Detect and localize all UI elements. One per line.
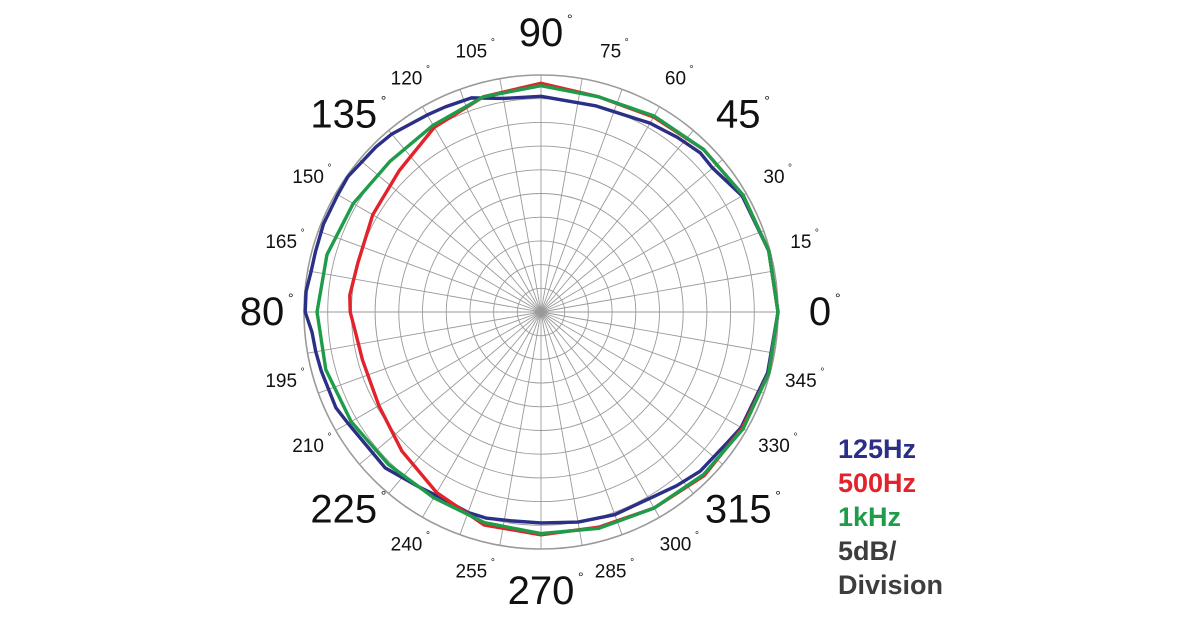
degree-mark: ° [775, 487, 781, 503]
grid-spoke [307, 311, 542, 354]
grid-spoke [540, 159, 723, 313]
grid-spoke [540, 311, 623, 535]
degree-mark: ° [328, 432, 332, 443]
angle-labels: 0 °15 °30 °45 °60 °75 °90 °105 °120 °135 °150 °165 °… [240, 11, 841, 613]
grid-spoke [540, 270, 775, 313]
angle-label: 150 [292, 167, 324, 188]
legend-scale-line2: Division [838, 570, 944, 600]
angle-label: 330 [758, 436, 790, 457]
grid-spoke [499, 78, 542, 313]
legend-item-125hz: 125Hz [838, 434, 917, 464]
angle-label: 210 [292, 436, 324, 457]
grid-spoke [359, 159, 542, 313]
grid-spoke [540, 230, 764, 313]
degree-mark: ° [301, 228, 305, 239]
angle-label: 0 [809, 290, 831, 334]
degree-mark: ° [381, 487, 387, 503]
grid-spoke [422, 311, 542, 518]
legend-item-1khz: 1kHz [838, 502, 902, 532]
degree-mark: ° [625, 38, 629, 49]
grid-spoke [540, 193, 747, 313]
legend: 125Hz 500Hz 1kHz 5dB/ Division [838, 432, 943, 602]
grid-spoke [499, 311, 542, 546]
degree-mark: ° [491, 557, 495, 568]
grid-spoke [540, 130, 694, 313]
degree-mark: ° [426, 530, 430, 541]
degree-mark: ° [288, 290, 294, 306]
series-line-500hz [348, 81, 780, 537]
angle-label: 80 [240, 290, 285, 334]
degree-mark: ° [835, 290, 841, 306]
degree-mark: ° [695, 530, 699, 541]
grid-spoke [540, 311, 723, 465]
angle-label: 195 [265, 371, 297, 392]
angle-label: 300 [660, 534, 692, 555]
angle-label: 30 [763, 167, 784, 188]
grid-spoke [459, 89, 542, 313]
angle-label: 105 [456, 42, 488, 63]
angle-label: 90 [519, 11, 564, 55]
grid-spoke [335, 311, 542, 431]
angle-label: 285 [595, 561, 627, 582]
degree-mark: ° [381, 93, 387, 109]
grid-spoke [540, 106, 660, 313]
degree-mark: ° [567, 11, 573, 27]
grid-spoke [459, 311, 542, 535]
angle-label: 75 [600, 42, 621, 63]
degree-mark: ° [630, 557, 634, 568]
angle-label: 345 [785, 371, 817, 392]
angle-label: 270 [508, 569, 575, 613]
grid-spoke [540, 78, 583, 313]
degree-mark: ° [301, 367, 305, 378]
grid-spoke [540, 89, 623, 313]
angle-label: 135 [310, 93, 377, 137]
degree-mark: ° [793, 432, 797, 443]
grid-spoke [335, 193, 542, 313]
grid-spoke [540, 311, 694, 494]
angle-label: 240 [391, 534, 423, 555]
grid-spoke [388, 130, 542, 313]
grid-spoke [540, 311, 660, 518]
series-layer [303, 81, 780, 537]
grid-spoke [318, 230, 542, 313]
grid-spoke [307, 270, 542, 313]
grid-spoke [359, 311, 542, 465]
grid-spoke [540, 311, 583, 546]
degree-mark: ° [426, 65, 430, 76]
grid-spoke [422, 106, 542, 313]
series-line-1khz [315, 83, 780, 536]
legend-scale-line1: 5dB/ [838, 536, 897, 566]
grid-spoke [540, 311, 747, 431]
degree-mark: ° [788, 163, 792, 174]
degree-mark: ° [328, 163, 332, 174]
degree-mark: ° [820, 367, 824, 378]
grid-spoke [318, 311, 542, 394]
angle-label: 165 [265, 232, 297, 253]
angle-label: 255 [456, 561, 488, 582]
degree-mark: ° [690, 65, 694, 76]
series-line-125hz [303, 94, 780, 525]
angle-label: 15 [790, 232, 811, 253]
grid-spoke [540, 311, 764, 394]
angle-label: 225 [310, 487, 377, 531]
degree-mark: ° [764, 93, 770, 109]
degree-mark: ° [491, 38, 495, 49]
grid-spoke [388, 311, 542, 494]
degree-mark: ° [815, 228, 819, 239]
legend-item-500hz: 500Hz [838, 468, 917, 498]
angle-label: 60 [665, 69, 686, 90]
angle-label: 120 [391, 69, 423, 90]
angle-label: 315 [705, 487, 772, 531]
degree-mark: ° [578, 569, 584, 585]
angle-label: 45 [716, 93, 761, 137]
grid-spoke [540, 311, 775, 354]
